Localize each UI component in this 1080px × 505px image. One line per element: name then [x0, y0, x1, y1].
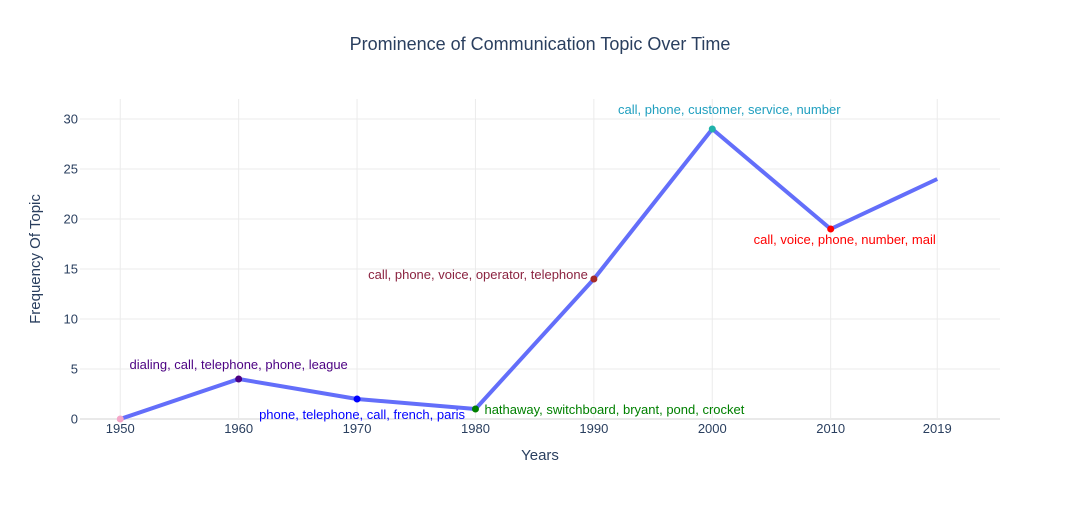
x-tick-label: 1950 [106, 421, 135, 436]
data-point-marker [827, 225, 835, 233]
y-axis-title: Frequency Of Topic [27, 194, 44, 324]
x-tick-label: 2010 [816, 421, 845, 436]
data-point-marker [116, 415, 124, 423]
annotations-layer: dialing, call, telephone, phone, league p… [130, 102, 936, 422]
y-tick-label: 5 [71, 362, 78, 377]
y-tick-label: 30 [64, 112, 78, 127]
x-tick-label: 1980 [461, 421, 490, 436]
series-line [119, 127, 939, 421]
point-annotation: call, voice, phone, number, mail [754, 232, 936, 247]
point-annotation: call, phone, customer, service, number [618, 102, 841, 117]
y-tick-label: 0 [71, 412, 78, 427]
x-tick-label: 1960 [224, 421, 253, 436]
y-tick-labels: 0 5 10 15 20 25 30 [64, 112, 78, 427]
x-tick-labels: 1950 1960 1970 1980 1990 2000 2010 2019 [106, 421, 952, 436]
x-tick-label: 2000 [698, 421, 727, 436]
x-axis-title: Years [521, 447, 559, 464]
chart-title: Prominence of Communication Topic Over T… [350, 34, 731, 54]
data-point-marker [708, 125, 716, 133]
grid-layer [80, 99, 1000, 420]
y-tick-label: 15 [64, 262, 78, 277]
point-annotation: call, phone, voice, operator, telephone [368, 267, 588, 282]
x-tick-label: 1990 [579, 421, 608, 436]
x-tick-label: 1970 [343, 421, 372, 436]
x-tick-label: 2019 [923, 421, 952, 436]
point-annotation: phone, telephone, call, french, paris [259, 407, 465, 422]
point-annotation: dialing, call, telephone, phone, league [130, 357, 348, 372]
markers-layer [116, 125, 835, 423]
point-annotation: hathaway, switchboard, bryant, pond, cro… [484, 402, 744, 417]
y-tick-label: 10 [64, 312, 78, 327]
y-tick-label: 25 [64, 162, 78, 177]
data-point-marker [235, 375, 243, 383]
y-tick-label: 20 [64, 212, 78, 227]
data-point-marker [590, 275, 598, 283]
data-point-marker [471, 405, 479, 413]
data-point-marker [353, 395, 361, 403]
